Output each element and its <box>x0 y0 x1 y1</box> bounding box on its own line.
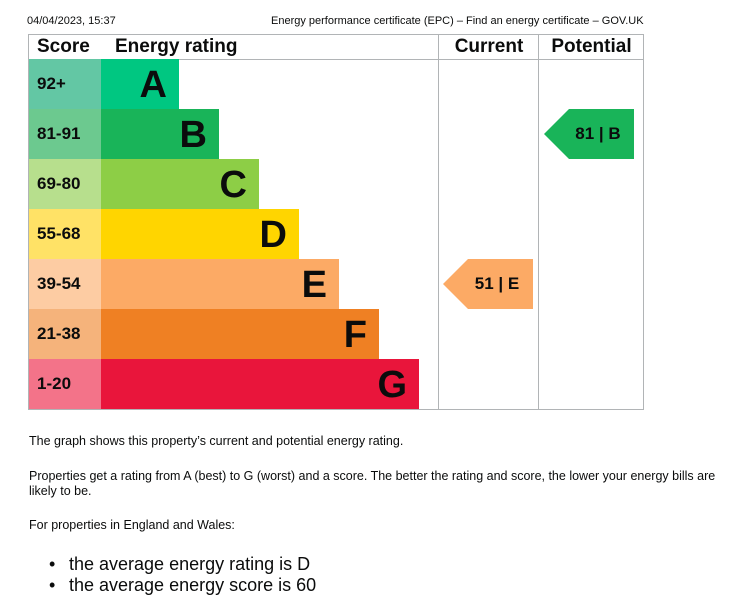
current-rating-arrow: 51 | E <box>443 259 533 309</box>
average-ratings-list: the average energy rating is D the avera… <box>49 554 316 596</box>
header-energy-rating: Energy rating <box>115 36 238 57</box>
table-border-bottom <box>28 409 644 410</box>
band-score: 55-68 <box>29 209 101 259</box>
header-current: Current <box>454 36 524 57</box>
band-score: 69-80 <box>29 159 101 209</box>
list-item: the average energy score is 60 <box>49 575 316 596</box>
band-bar: B <box>101 109 219 159</box>
band-letter: C <box>219 164 247 206</box>
rating-explanation: Properties get a rating from A (best) to… <box>29 469 716 498</box>
epc-rating-table: Score Energy rating Current Potential 92… <box>28 34 644 410</box>
band-score: 39-54 <box>29 259 101 309</box>
column-divider-current <box>438 34 439 410</box>
band-bar: G <box>101 359 419 409</box>
current-rating-label: 51 | E <box>474 274 520 293</box>
band-bar: C <box>101 159 259 209</box>
list-item: the average energy rating is D <box>49 554 316 575</box>
band-letter: D <box>259 214 287 256</box>
band-bar: A <box>101 59 179 109</box>
band-letter: B <box>179 114 207 156</box>
band-score: 92+ <box>29 59 101 109</box>
table-border-left <box>28 34 29 410</box>
band-letter: F <box>343 314 367 356</box>
current-arrow-shape <box>443 259 533 309</box>
print-date: 04/04/2023, 15:37 <box>27 15 116 27</box>
header-potential: Potential <box>551 36 632 57</box>
potential-arrow-shape <box>544 109 634 159</box>
header-score: Score <box>37 36 90 57</box>
potential-rating-arrow: 81 | B <box>544 109 634 159</box>
print-header: 04/04/2023, 15:37 Energy performance cer… <box>0 15 751 29</box>
column-divider-potential <box>538 34 539 410</box>
band-letter: G <box>377 364 407 406</box>
graph-description: The graph shows this property’s current … <box>29 434 404 448</box>
table-border-top <box>28 34 644 35</box>
band-bar: D <box>101 209 299 259</box>
band-bar: E <box>101 259 339 309</box>
band-score: 81-91 <box>29 109 101 159</box>
potential-rating-label: 81 | B <box>575 124 621 143</box>
band-bar: F <box>101 309 379 359</box>
print-title: Energy performance certificate (EPC) – F… <box>271 15 644 27</box>
band-score: 1-20 <box>29 359 101 409</box>
band-letter: A <box>139 64 167 106</box>
table-border-right <box>643 34 644 410</box>
band-score: 21-38 <box>29 309 101 359</box>
band-letter: E <box>301 264 327 306</box>
header-divider <box>28 59 644 60</box>
england-wales-intro: For properties in England and Wales: <box>29 518 235 532</box>
